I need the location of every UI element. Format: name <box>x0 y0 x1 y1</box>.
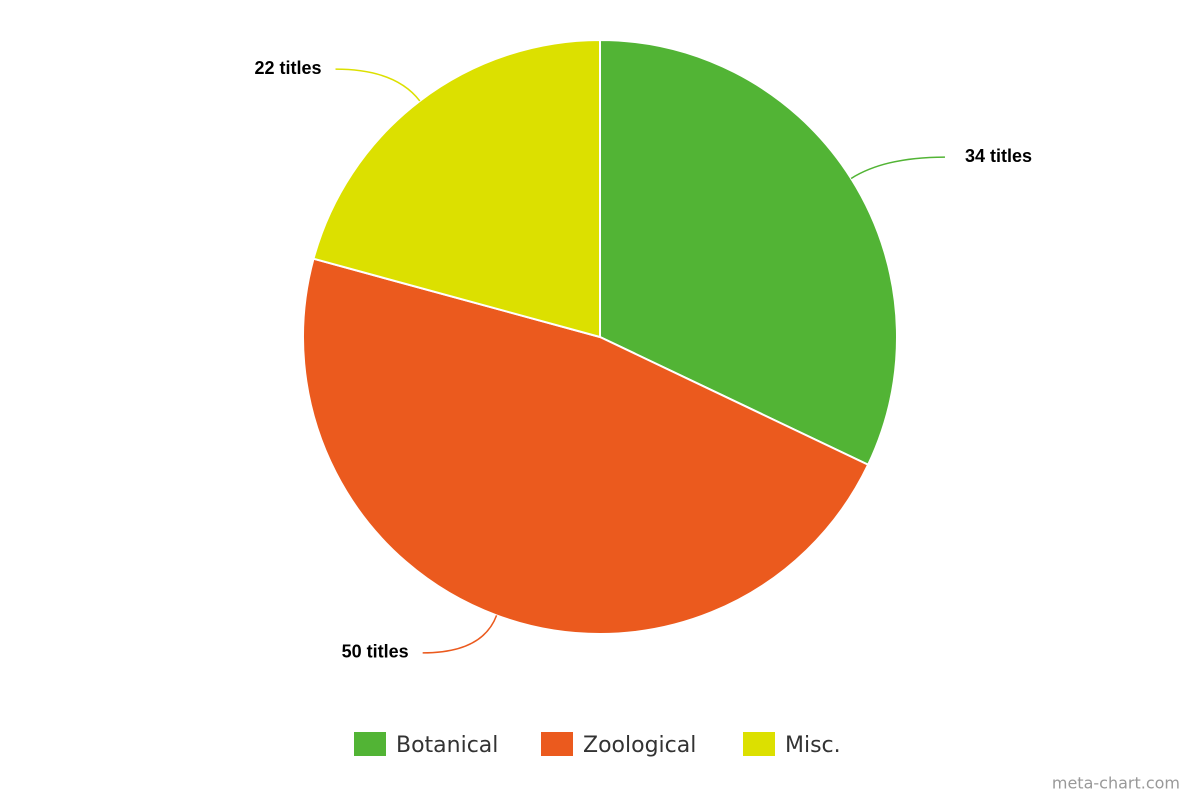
legend-swatch <box>354 732 386 756</box>
legend-swatch <box>541 732 573 756</box>
leader-line <box>422 615 498 654</box>
legend-label: Botanical <box>396 733 498 758</box>
leader-line <box>850 156 945 180</box>
pie-slice <box>599 38 898 467</box>
leader-line <box>335 68 421 102</box>
credit: meta-chart.com <box>1052 774 1180 793</box>
pie-slice <box>312 38 601 339</box>
legend-label: Zoological <box>583 733 696 758</box>
value-label: 34 titles <box>965 146 1032 166</box>
value-label: 22 titles <box>254 58 321 78</box>
legend-swatch <box>743 732 775 756</box>
value-label: 50 titles <box>342 642 409 662</box>
legend-label: Misc. <box>785 733 841 758</box>
